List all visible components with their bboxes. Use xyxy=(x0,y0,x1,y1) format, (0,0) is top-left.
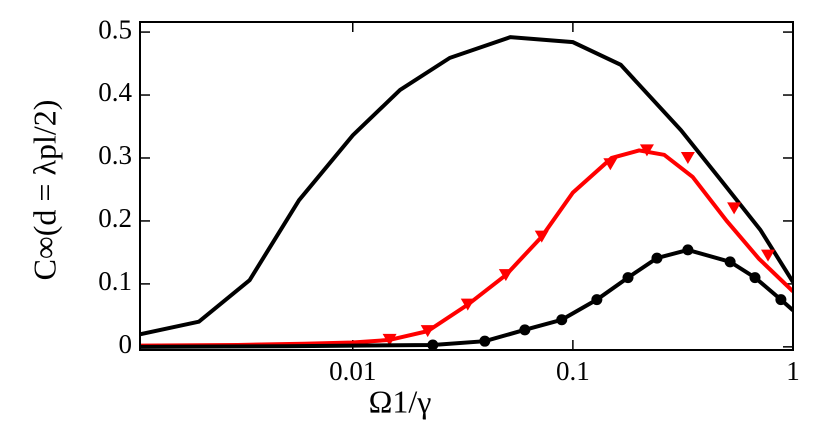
marker xyxy=(556,314,568,326)
marker xyxy=(498,269,513,282)
marker xyxy=(749,272,761,284)
x-tick-label: 0.01 xyxy=(329,356,376,386)
marker xyxy=(427,339,439,351)
marker xyxy=(622,272,634,284)
marker xyxy=(775,294,787,306)
marker xyxy=(761,249,776,262)
marker xyxy=(460,298,475,311)
marker xyxy=(479,335,491,347)
y-tick-label: 0.2 xyxy=(98,203,132,233)
plot-frame xyxy=(139,21,794,351)
y-tick-label: 0.5 xyxy=(98,14,132,44)
y-tick-label: 0.3 xyxy=(98,140,132,170)
y-tick-label: 0.1 xyxy=(98,266,132,296)
x-tick-label: 1 xyxy=(786,356,800,386)
marker xyxy=(639,144,654,157)
marker xyxy=(603,158,618,171)
marker xyxy=(420,325,435,338)
marker xyxy=(591,294,603,306)
curve xyxy=(140,35,793,337)
y-tick-label: 0.4 xyxy=(98,77,132,107)
curve xyxy=(140,247,793,349)
marker xyxy=(519,324,531,336)
marker xyxy=(680,151,695,164)
marker xyxy=(724,256,736,268)
marker xyxy=(727,202,742,215)
curve xyxy=(140,148,793,348)
marker xyxy=(682,244,694,256)
marker xyxy=(382,333,397,346)
x-axis-label: Ω1/γ xyxy=(369,383,432,419)
y-axis-label: C∞(d = λpl/2) xyxy=(26,100,62,281)
y-tick-label: 0 xyxy=(119,329,133,359)
marker xyxy=(651,252,663,264)
marker xyxy=(534,230,549,243)
x-tick-label: 0.1 xyxy=(556,356,590,386)
